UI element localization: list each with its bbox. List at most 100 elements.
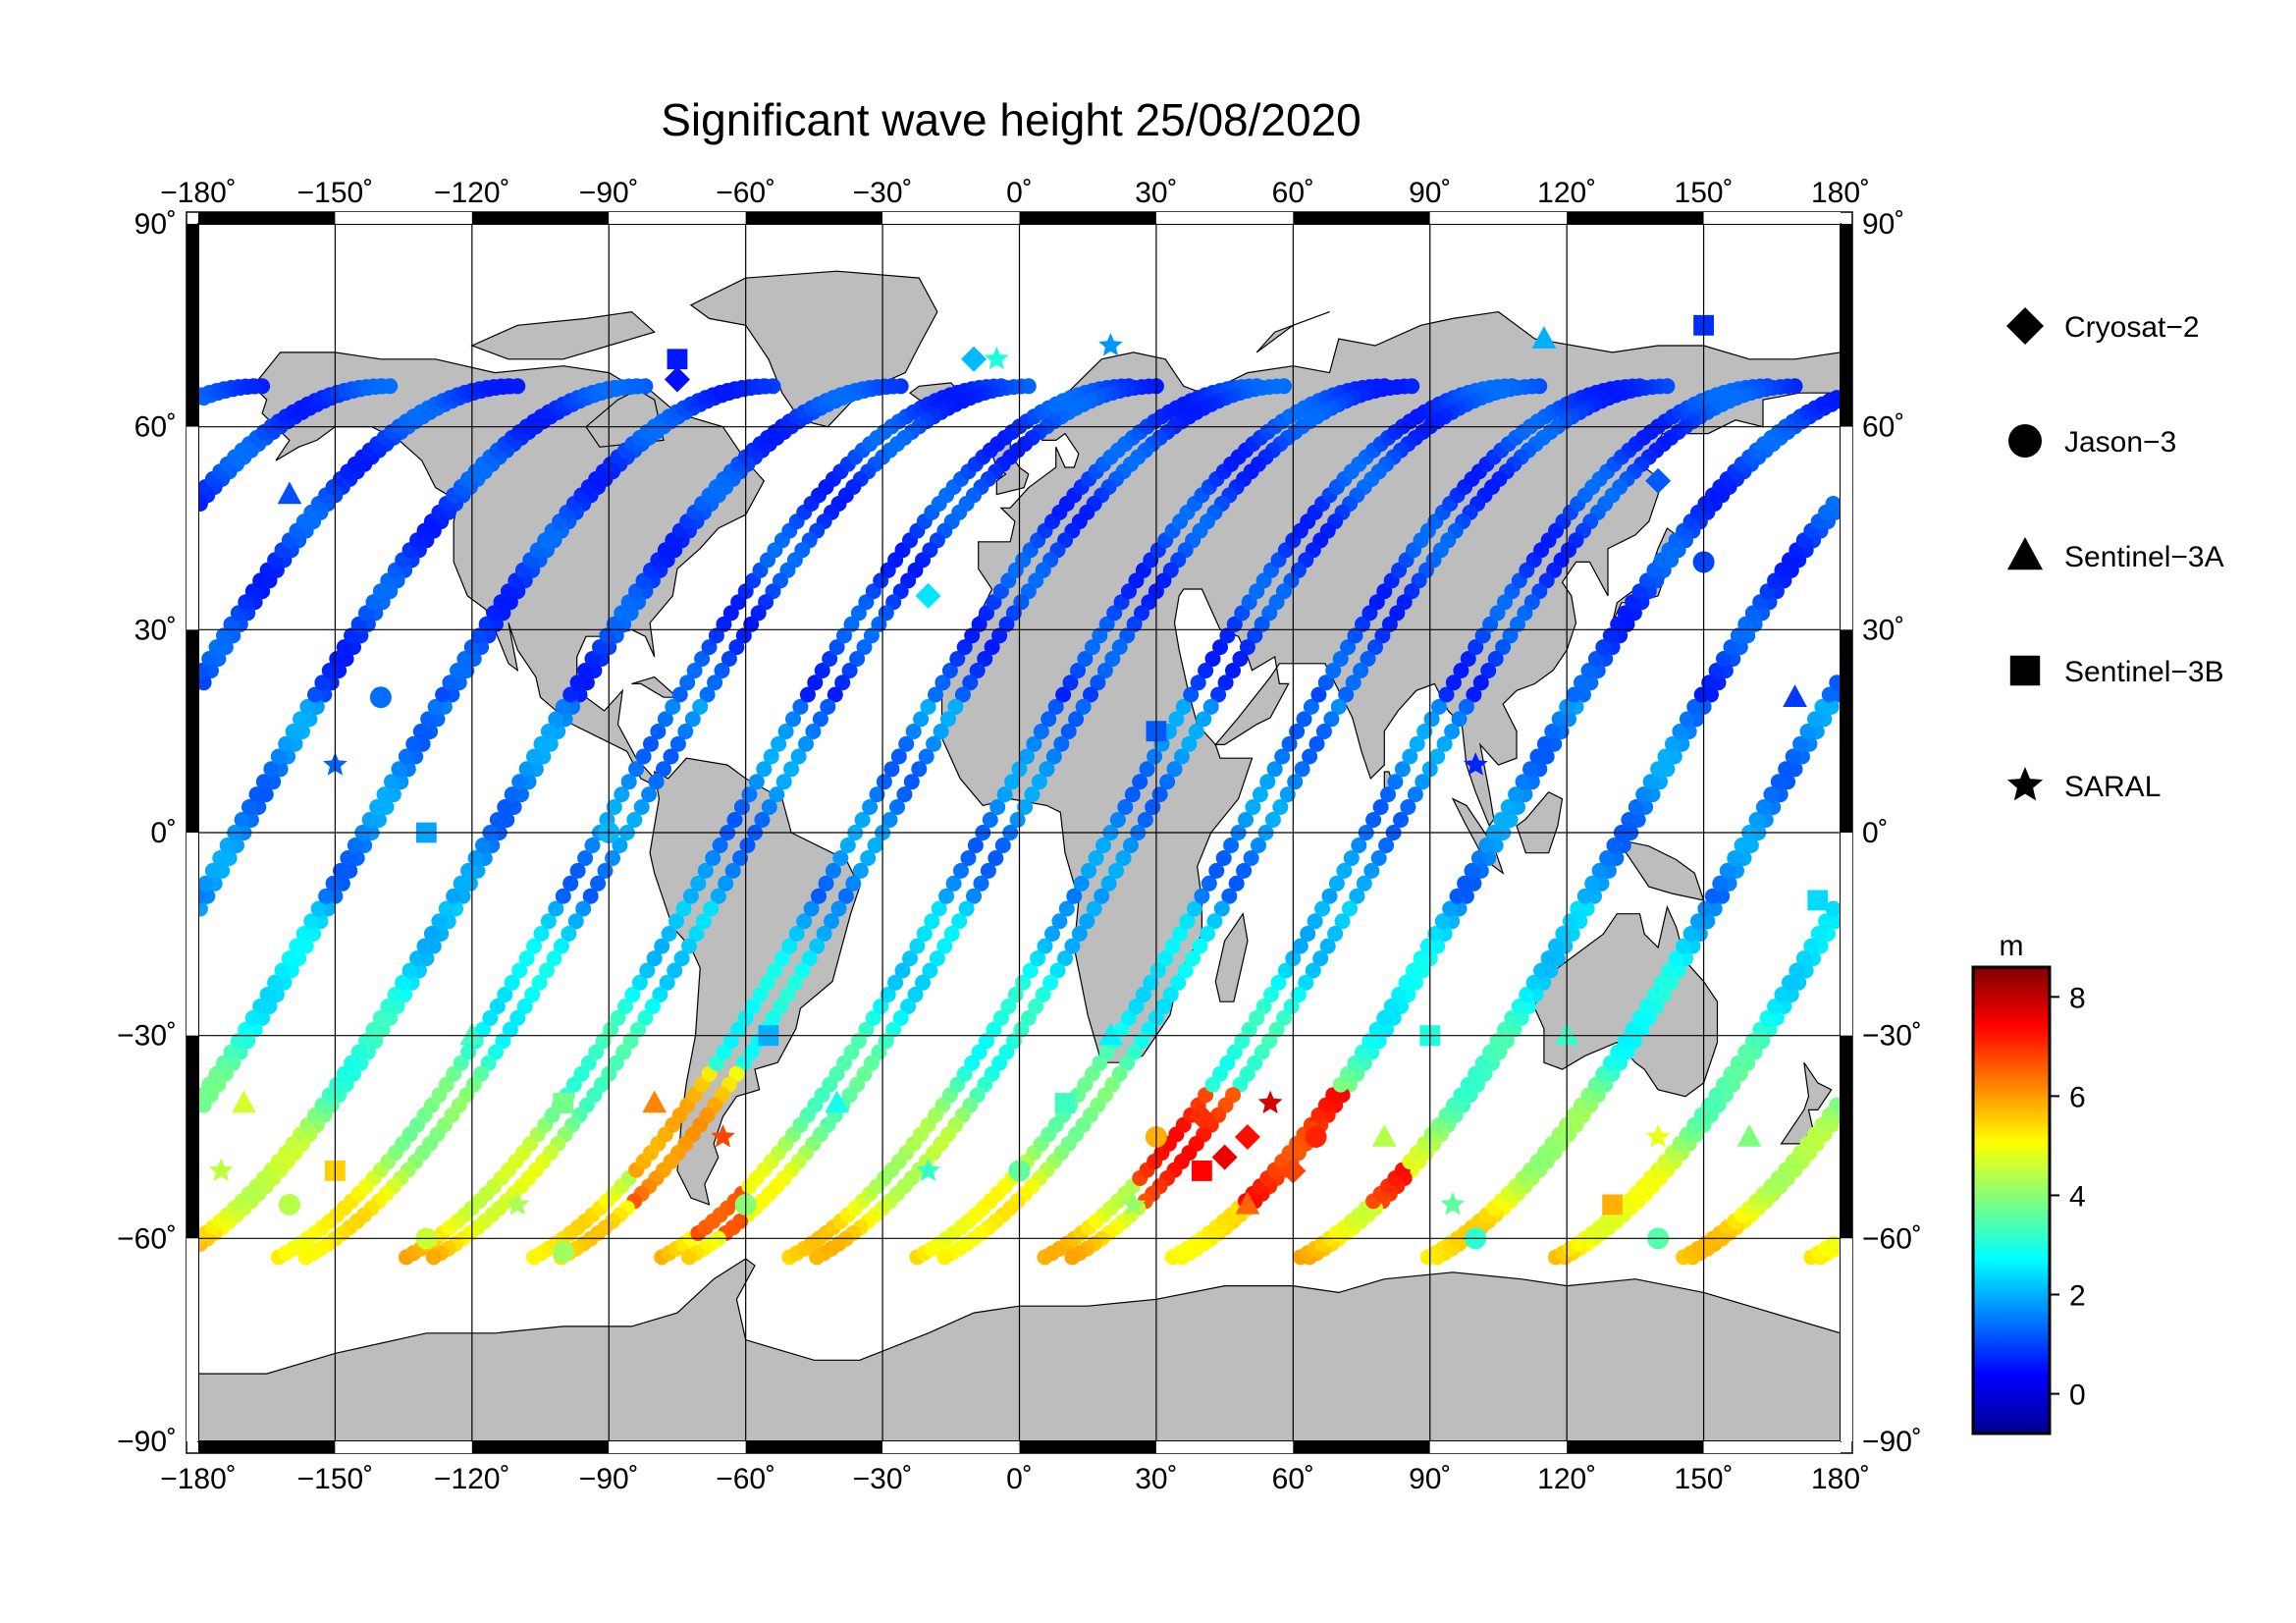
track-dot — [1795, 950, 1812, 967]
track-dot — [956, 639, 973, 656]
frame-bar-top — [471, 212, 610, 224]
track-dot — [540, 724, 557, 739]
track-dot — [1035, 987, 1051, 1002]
frame-bar-top — [609, 212, 746, 224]
track-dot — [1515, 774, 1531, 790]
track-dot — [1355, 616, 1370, 632]
track-dot — [1226, 1044, 1243, 1060]
track-dot — [1266, 761, 1283, 778]
track-dot — [1328, 875, 1345, 892]
track-dot — [1342, 900, 1358, 917]
lon-tick-label-bottom: 30˚ — [1135, 1463, 1177, 1495]
track-dot — [524, 987, 541, 1002]
track-dot — [1345, 675, 1362, 691]
track-dot — [828, 639, 845, 656]
track-dot — [1071, 926, 1088, 942]
lon-tick-label-bottom: 150˚ — [1675, 1463, 1734, 1495]
track-dot — [1363, 862, 1380, 879]
track-dot — [924, 913, 940, 930]
legend-label: Sentinel−3A — [2064, 541, 2224, 573]
track-dot — [1351, 838, 1367, 853]
track-dot — [708, 1055, 724, 1071]
track-dot — [412, 724, 429, 739]
track-dot — [241, 799, 257, 815]
track-dot — [612, 838, 628, 853]
track-dot — [577, 663, 594, 678]
frame-bar-right — [1841, 1035, 1852, 1239]
track-dot — [977, 651, 993, 667]
track-dot — [796, 913, 813, 930]
lat-tick-label-right: 60˚ — [1862, 411, 1904, 444]
lon-tick-label-bottom: 0˚ — [1006, 1463, 1033, 1495]
track-dot — [1372, 799, 1389, 815]
track-dot — [248, 786, 265, 803]
track-dot — [1122, 838, 1139, 853]
lon-tick-label-top: −120˚ — [434, 177, 510, 209]
legend: Cryosat−2 Jason−3 Sentinel−3A Sentinel−3B SA… — [2006, 307, 2224, 803]
lon-tick-label-bottom: 120˚ — [1537, 1463, 1596, 1495]
track-dot — [824, 913, 839, 930]
track-dot — [1453, 663, 1469, 678]
diamond-icon — [2006, 307, 2044, 345]
data-point-star — [916, 1158, 940, 1181]
track-dot — [1124, 786, 1141, 803]
track-dot — [1778, 761, 1794, 778]
track-dot — [1482, 1044, 1499, 1060]
track-dot — [905, 724, 922, 739]
track-dot — [1062, 675, 1079, 691]
data-point-circle — [552, 1241, 574, 1264]
track-dot — [986, 1021, 1002, 1038]
track-dot — [703, 900, 720, 917]
track-dot — [945, 875, 962, 892]
track-dot — [1079, 913, 1095, 930]
track-dot — [1368, 1021, 1385, 1038]
lon-tick-label-top: 150˚ — [1675, 177, 1734, 209]
track-dot — [980, 862, 996, 879]
track-dot — [1825, 900, 1841, 917]
track-dot — [497, 799, 513, 815]
track-dot — [1088, 850, 1104, 866]
track-dot — [395, 974, 411, 991]
lon-tick-label-top: 180˚ — [1811, 177, 1870, 209]
track-dot — [710, 888, 726, 904]
track-dot — [1303, 698, 1319, 715]
track-dot — [1533, 962, 1550, 979]
track-dot — [212, 850, 229, 866]
track-dot — [344, 627, 360, 644]
track-dot — [1332, 651, 1349, 667]
track-dot — [885, 1021, 902, 1038]
track-dot — [425, 1249, 442, 1266]
track-dot — [223, 616, 240, 632]
track-dot — [686, 663, 703, 678]
track-dot — [456, 651, 473, 667]
track-dot — [635, 748, 652, 765]
svalbard-nz-land — [1255, 311, 1330, 353]
track-dot — [1177, 962, 1194, 979]
lon-tick-label-bottom: −30˚ — [853, 1463, 913, 1495]
track-dot — [887, 974, 904, 991]
track-dot — [1272, 799, 1289, 815]
track-dot — [644, 999, 661, 1014]
track-dot — [1701, 675, 1718, 691]
track-dot — [941, 663, 958, 678]
track-dot — [1330, 698, 1347, 715]
track-dot — [626, 812, 643, 828]
track-dot — [843, 1044, 860, 1060]
track-dot — [991, 627, 1008, 644]
colorbar-tick-label: 4 — [2069, 1180, 2086, 1213]
track-dot — [669, 735, 686, 752]
track-dot — [297, 1249, 314, 1266]
track-dot — [380, 999, 397, 1014]
track-dot — [1444, 724, 1461, 739]
track-dot — [1210, 686, 1227, 703]
track-dot — [588, 1044, 605, 1060]
track-dot — [707, 675, 723, 691]
lon-tick-label-top: 60˚ — [1272, 177, 1314, 209]
track-dot — [1096, 663, 1113, 678]
track-dot — [1402, 748, 1418, 765]
frame-bar-top — [1429, 212, 1568, 224]
track-dot — [391, 761, 407, 778]
track-dot — [1807, 711, 1823, 728]
track-dot — [1031, 774, 1047, 790]
data-point-star — [1645, 1124, 1671, 1148]
